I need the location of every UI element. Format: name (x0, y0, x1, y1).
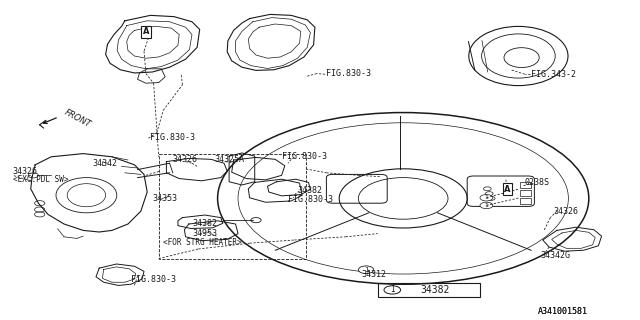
Text: FIG.830-3: FIG.830-3 (288, 195, 333, 204)
Circle shape (384, 286, 401, 294)
Circle shape (358, 266, 374, 274)
Bar (378, 283, 480, 297)
Text: 34326: 34326 (173, 156, 198, 164)
Text: 1: 1 (364, 267, 368, 273)
Text: <EXC.PDL SW>: <EXC.PDL SW> (13, 175, 68, 184)
Text: 1: 1 (484, 195, 488, 200)
FancyBboxPatch shape (520, 198, 531, 204)
Text: FIG.343-2: FIG.343-2 (531, 70, 576, 79)
Text: FRONT: FRONT (63, 108, 92, 129)
Text: 34326: 34326 (554, 207, 579, 216)
Text: 34325A: 34325A (214, 156, 244, 164)
Text: FIG.830-3: FIG.830-3 (326, 69, 371, 78)
Circle shape (480, 195, 493, 201)
Text: 34342G: 34342G (541, 252, 571, 260)
Text: 1: 1 (484, 203, 488, 208)
Text: 34953: 34953 (192, 229, 217, 238)
Text: 34353: 34353 (152, 194, 177, 203)
Text: 0238S: 0238S (525, 178, 550, 187)
Text: 1: 1 (390, 285, 395, 294)
Text: 34326: 34326 (13, 167, 38, 176)
FancyBboxPatch shape (520, 190, 531, 196)
Text: A341001581: A341001581 (538, 308, 588, 316)
Text: FIG.830-3: FIG.830-3 (150, 133, 195, 142)
Text: A: A (504, 185, 511, 194)
Text: <FOR STRG HEATER>: <FOR STRG HEATER> (163, 238, 242, 247)
Text: A341001581: A341001581 (538, 308, 588, 316)
Text: 34382: 34382 (192, 220, 217, 228)
Text: A: A (143, 28, 149, 36)
Text: 34382: 34382 (298, 186, 323, 195)
Bar (159, 154, 306, 259)
Text: 34312: 34312 (362, 270, 387, 279)
Circle shape (480, 202, 493, 209)
Text: 34342: 34342 (93, 159, 118, 168)
Text: FIG.830-3: FIG.830-3 (282, 152, 326, 161)
FancyBboxPatch shape (520, 182, 531, 188)
Text: FIG.830-3: FIG.830-3 (131, 276, 176, 284)
Text: 34382: 34382 (420, 285, 450, 295)
